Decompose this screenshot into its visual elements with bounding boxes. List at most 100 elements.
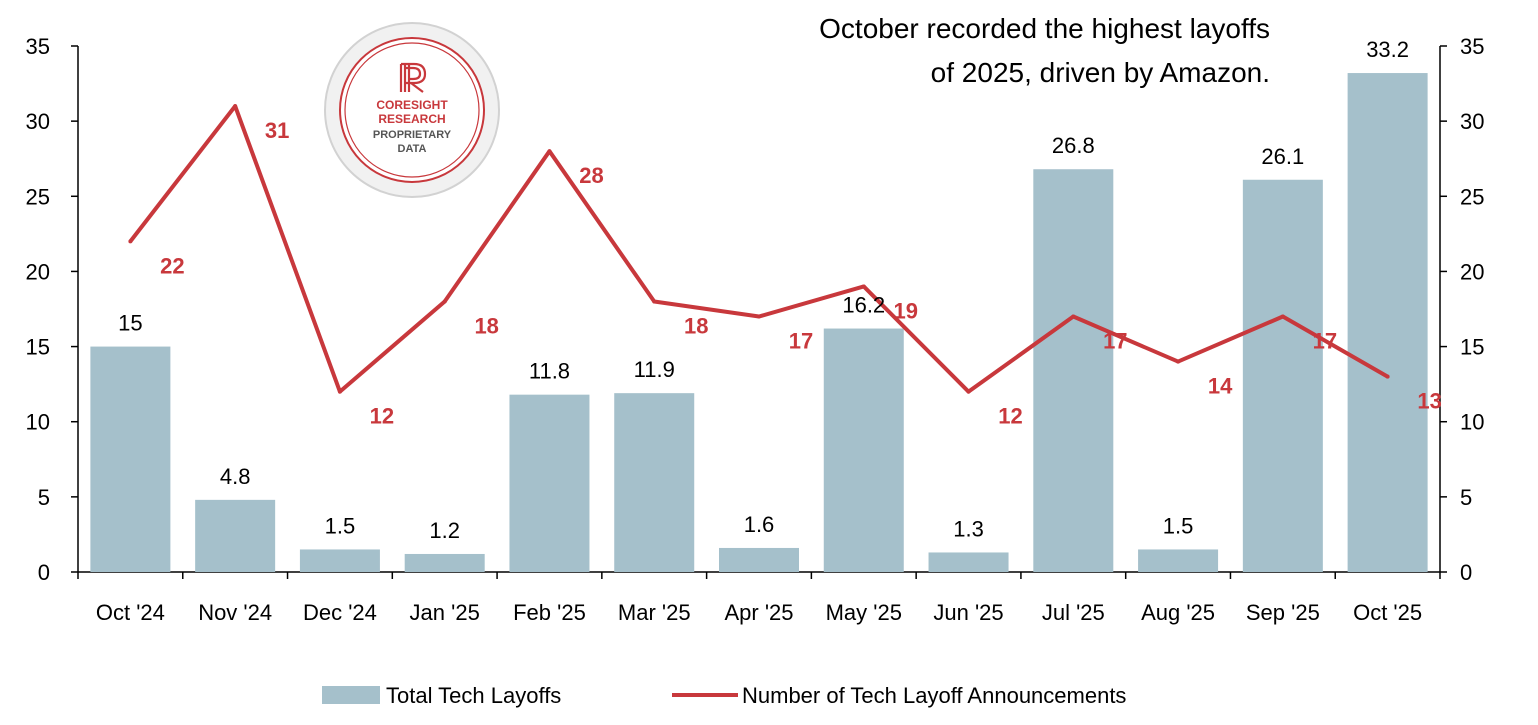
bar-total-tech-layoffs [1033,169,1114,572]
bar-total-tech-layoffs [1347,73,1428,573]
line-data-label: 18 [684,313,708,338]
bar-data-label: 11.9 [634,357,675,382]
bar-data-label: 1.2 [429,518,460,543]
seal-line-3: PROPRIETARY [373,129,452,141]
x-tick-label: Nov '24 [198,600,272,625]
bar-total-tech-layoffs [1242,179,1323,573]
y-right-tick-label: 25 [1460,184,1484,209]
line-point [1071,314,1076,319]
bar-data-label: 33.2 [1366,37,1409,62]
line-point [652,299,657,304]
bar-data-label: 11.8 [529,359,570,384]
bar-total-tech-layoffs [509,394,590,572]
y-right-tick-label: 10 [1460,410,1484,435]
line-point [757,314,761,319]
bar-total-tech-layoffs [719,547,799,572]
y-left-tick-label: 0 [38,560,50,585]
legend: Total Tech Layoffs Number of Tech Layoff… [322,683,1126,708]
data-labels: 15 4.8 1.5 1.2 11.8 11.9 1.6 16.2 1.3 26.8 1.5 26.1… [118,37,1442,543]
line-data-label: 28 [579,163,603,188]
legend-label-line: Number of Tech Layoff Announcements [742,683,1126,708]
bar-total-tech-layoffs [90,346,171,572]
seal-line-1: CORESIGHT [376,98,448,112]
coresight-seal-logo: CORESIGHT RESEARCH PROPRIETARY DATA [324,22,500,198]
line-data-label: 22 [160,253,184,278]
title-line-1: October recorded the highest layoffs [819,13,1270,44]
bar-total-tech-layoffs [299,549,380,572]
line-data-label: 17 [1313,329,1337,354]
line-data-label: 14 [1208,374,1233,399]
line-point [1176,359,1181,364]
y-left-tick-label: 5 [38,485,50,510]
line-point [547,149,552,154]
bar-data-label: 26.1 [1261,144,1304,169]
line-point [1280,314,1285,319]
x-tick-label: Apr '25 [724,600,793,625]
x-tick-label: Jun '25 [933,600,1003,625]
seal-line-2: RESEARCH [378,112,445,126]
bar-total-tech-layoffs [1138,549,1219,572]
chart-title: October recorded the highest layoffs of … [819,13,1270,88]
legend-swatch-bar [322,686,380,704]
title-line-2: of 2025, driven by Amazon. [931,57,1270,88]
y-right-tick-label: 0 [1460,560,1472,585]
x-tick-label: May '25 [826,600,902,625]
y-left-tick-label: 25 [26,184,50,209]
x-tick-label: Aug '25 [1141,600,1215,625]
y-left-tick-label: 30 [26,109,50,134]
bar-data-label: 1.5 [325,513,356,538]
x-tick-label: Mar '25 [618,600,691,625]
x-tick-label: Jan '25 [410,600,480,625]
y-right-tick-label: 30 [1460,109,1484,134]
y-left-tick-label: 10 [26,410,50,435]
line-series [128,104,1390,394]
line-point [966,389,971,394]
y-right-tick-label: 35 [1460,34,1484,59]
x-tick-label: Jul '25 [1042,600,1105,625]
line-point [128,239,133,244]
line-data-label: 12 [998,404,1022,429]
line-point [861,284,866,289]
line-point [442,299,447,304]
coresight-r-icon [399,62,427,93]
x-tick-label: Oct '25 [1353,600,1422,625]
line-data-label: 17 [1103,329,1127,354]
line-data-label: 31 [265,118,289,143]
y-right-tick-label: 15 [1460,335,1484,360]
bar-data-label: 4.8 [220,464,251,489]
bar-series [90,73,1428,573]
bar-total-tech-layoffs [928,552,1009,572]
bar-data-label: 16.2 [842,293,885,318]
line-point [1385,374,1390,379]
x-tick-label: Oct '24 [96,600,165,625]
bar-total-tech-layoffs [195,499,276,572]
line-data-label: 17 [789,329,813,354]
axes: 0 5 10 15 20 25 30 35 0 5 10 15 20 25 30 35 Oct '24 Nov '… [26,34,1485,625]
line-data-label: 12 [370,404,394,429]
bar-total-tech-layoffs [614,393,695,572]
line-data-label: 18 [474,313,498,338]
y-right-tick-label: 20 [1460,259,1484,284]
y-left-tick-label: 20 [26,259,50,284]
bar-data-label: 1.6 [744,512,775,537]
bar-total-tech-layoffs [823,328,904,572]
y-right-tick-label: 5 [1460,485,1472,510]
line-point [337,389,342,394]
legend-label-bar: Total Tech Layoffs [386,683,561,708]
line-data-label: 19 [894,298,918,323]
bar-data-label: 1.3 [953,516,984,541]
line-point [233,104,238,109]
x-tick-label: Dec '24 [303,600,377,625]
line-announcements-path [128,104,1389,394]
bar-data-label: 26.8 [1052,133,1095,158]
bar-total-tech-layoffs [404,553,485,572]
y-left-tick-label: 15 [26,335,50,360]
x-tick-label: Sep '25 [1246,600,1320,625]
y-left-tick-label: 35 [26,34,50,59]
line-data-label: 13 [1417,389,1441,414]
seal-line-4: DATA [398,143,427,155]
x-tick-label: Feb '25 [513,600,586,625]
bar-data-label: 15 [118,311,142,336]
bar-data-label: 1.5 [1163,513,1194,538]
